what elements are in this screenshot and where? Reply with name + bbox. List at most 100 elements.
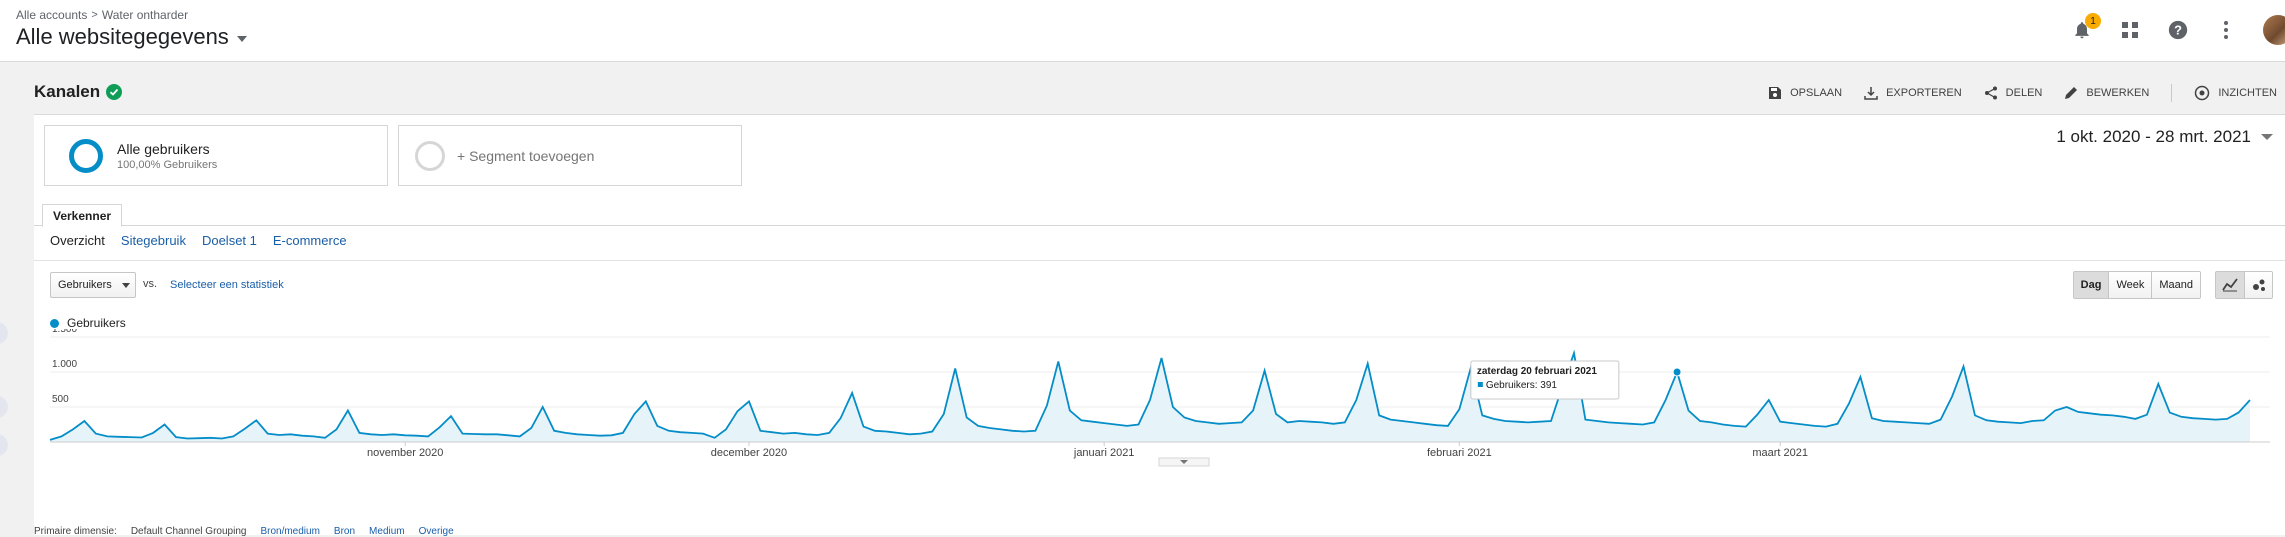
edit-button[interactable]: BEWERKEN	[2064, 86, 2149, 100]
dimension-link[interactable]: Medium	[369, 526, 405, 537]
series-area	[50, 353, 2250, 442]
save-label: OPSLAAN	[1790, 87, 1843, 99]
left-gutter	[0, 114, 34, 535]
report-title: Kanalen	[34, 82, 123, 102]
edit-label: BEWERKEN	[2086, 87, 2150, 99]
tab-strip: Verkenner	[34, 196, 2285, 227]
primary-dimension-value: Default Channel Grouping	[130, 526, 247, 537]
segment-all-users[interactable]: Alle gebruikers 100,00% Gebruikers	[44, 125, 388, 186]
export-label: EXPORTEREN	[1886, 87, 1962, 99]
series-line	[49, 349, 2251, 441]
export-icon	[1864, 87, 1878, 100]
line-chart-button[interactable]	[2216, 272, 2244, 298]
breadcrumb: Alle accounts > Water ontharder	[16, 8, 188, 22]
divider	[34, 260, 2285, 261]
add-segment-button[interactable]: + Segment toevoegen	[398, 125, 742, 186]
chart-type-toggle	[2215, 271, 2273, 299]
y-tick-label: 500	[52, 394, 69, 405]
bubble-chart-icon	[2252, 279, 2265, 291]
dimension-link[interactable]: Overige	[418, 526, 454, 537]
breadcrumb-separator: >	[91, 9, 98, 21]
insights-button[interactable]: INZICHTEN	[2194, 85, 2277, 101]
granularity-day-button[interactable]: Dag	[2073, 272, 2109, 298]
chevron-down-icon	[1180, 460, 1188, 464]
explorer-subnav: Overzicht Sitegebruik Doelset 1 E-commer…	[50, 233, 347, 248]
x-tick-label: januari 2021	[1073, 447, 1135, 459]
date-range-picker[interactable]: 1 okt. 2020 - 28 mrt. 2021	[2056, 127, 2273, 147]
dimension-link[interactable]: Bron/medium	[260, 526, 320, 537]
share-button[interactable]: DELEN	[1984, 86, 2043, 100]
verified-check-icon	[106, 84, 123, 100]
collapsed-nav-icon[interactable]	[0, 434, 8, 456]
report-panel: Alle gebruikers 100,00% Gebruikers + Seg…	[34, 114, 2285, 537]
save-icon	[1769, 87, 1782, 99]
metric-dropdown-value: Gebruikers	[58, 279, 112, 291]
select-statistic-link[interactable]: Selecteer een statistiek	[170, 279, 284, 291]
chart-legend: Gebruikers	[50, 316, 126, 330]
add-segment-label: + Segment toevoegen	[457, 147, 595, 164]
y-tick-label: 1.500	[52, 329, 77, 335]
top-header: Alle accounts > Water ontharder Alle web…	[0, 0, 2285, 62]
save-button[interactable]: OPSLAAN	[1768, 86, 1842, 100]
collapsed-nav-icon[interactable]	[0, 396, 8, 418]
caret-down-icon	[236, 36, 247, 42]
x-tick-label: maart 2021	[1752, 447, 1808, 459]
view-name: Alle websitegegevens	[16, 24, 229, 49]
legend-dot-icon	[50, 318, 59, 328]
subnav-ecommerce[interactable]: E-commerce	[272, 233, 347, 248]
tooltip-value: Gebruikers: 391	[1486, 380, 1558, 391]
segment-percentage: 100,00% Gebruikers	[117, 158, 218, 171]
granularity-toggle: Dag Week Maand	[2072, 271, 2201, 299]
report-title-text: Kanalen	[34, 82, 101, 101]
tooltip-box	[1470, 360, 1620, 400]
vs-label: vs.	[143, 278, 158, 290]
insights-label: INZICHTEN	[2218, 87, 2277, 99]
notification-badge: 1	[2085, 13, 2101, 29]
hover-point	[1672, 367, 1682, 377]
svg-text:?: ?	[2174, 23, 2182, 38]
y-tick-label: 1.000	[52, 359, 77, 370]
breadcrumb-property[interactable]: Water ontharder	[101, 8, 189, 22]
granularity-month-button[interactable]: Maand	[2151, 272, 2200, 298]
x-tick-label: december 2020	[711, 447, 787, 459]
primary-dimension-label: Primaire dimensie:	[34, 526, 117, 537]
empty-segment-ring-icon	[415, 140, 445, 171]
tooltip-date: zaterdag 20 februari 2021	[1477, 366, 1597, 377]
users-line-chart[interactable]: 500 1.000 1.500 november 2020 december 2020 j…	[34, 329, 2285, 529]
more-vert-icon[interactable]	[2215, 19, 2237, 41]
edit-icon	[2065, 87, 2078, 99]
subnav-sitegebruik[interactable]: Sitegebruik	[120, 233, 186, 248]
tab-verkenner[interactable]: Verkenner	[42, 204, 123, 227]
motion-chart-button[interactable]	[2244, 272, 2272, 298]
legend-series-label: Gebruikers	[67, 316, 126, 330]
segment-ring-icon	[69, 138, 103, 173]
date-range-text: 1 okt. 2020 - 28 mrt. 2021	[2056, 127, 2251, 146]
primary-dimension-bar: Primaire dimensie: Default Channel Group…	[34, 526, 454, 537]
x-tick-label: november 2020	[367, 447, 443, 459]
actions-divider	[2171, 84, 2173, 102]
caret-down-icon	[2261, 134, 2273, 140]
apps-grid-icon[interactable]	[2119, 19, 2141, 41]
export-button[interactable]: EXPORTEREN	[1864, 86, 1962, 100]
granularity-week-button[interactable]: Week	[2108, 272, 2152, 298]
report-header: Kanalen OPSLAAN EXPORTEREN DELEN BEWERKE…	[34, 62, 2285, 114]
subnav-overzicht[interactable]: Overzicht	[50, 233, 105, 248]
share-label: DELEN	[2005, 87, 2043, 99]
notifications-bell-icon[interactable]: 1	[2071, 13, 2101, 41]
avatar[interactable]	[2263, 15, 2285, 45]
dimension-link[interactable]: Bron	[333, 526, 356, 537]
x-tick-label: februari 2021	[1427, 447, 1492, 459]
collapsed-nav-icon[interactable]	[0, 322, 8, 344]
metric-dropdown[interactable]: Gebruikers	[50, 272, 136, 298]
top-icons: 1 ?	[2071, 12, 2285, 48]
subnav-doelset[interactable]: Doelset 1	[201, 233, 257, 248]
insights-icon	[2195, 85, 2210, 101]
view-selector[interactable]: Alle websitegegevens	[16, 24, 247, 50]
breadcrumb-account[interactable]: Alle accounts	[16, 8, 88, 22]
report-actions: OPSLAAN EXPORTEREN DELEN BEWERKEN INZICH…	[1768, 84, 2277, 102]
line-chart-icon	[2222, 278, 2238, 292]
caret-down-icon	[121, 282, 130, 288]
share-icon	[1984, 86, 1997, 100]
help-icon[interactable]: ?	[2167, 19, 2189, 41]
segment-name: Alle gebruikers	[117, 140, 210, 157]
